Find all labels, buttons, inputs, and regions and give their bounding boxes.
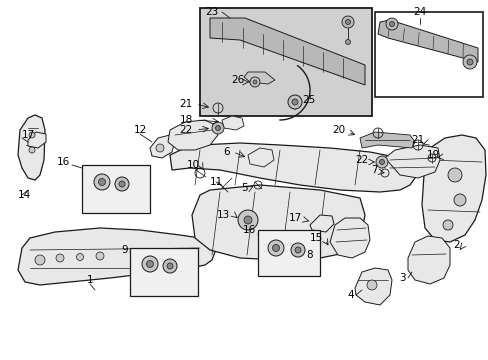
Circle shape bbox=[287, 95, 302, 109]
Circle shape bbox=[212, 122, 224, 134]
Circle shape bbox=[252, 80, 257, 84]
Circle shape bbox=[249, 77, 260, 87]
Polygon shape bbox=[168, 120, 218, 150]
Circle shape bbox=[341, 16, 353, 28]
Polygon shape bbox=[170, 143, 414, 192]
Circle shape bbox=[294, 247, 301, 253]
Circle shape bbox=[238, 210, 258, 230]
Circle shape bbox=[56, 254, 64, 262]
Text: 9: 9 bbox=[121, 245, 128, 255]
Text: 1: 1 bbox=[86, 275, 93, 285]
Circle shape bbox=[375, 156, 387, 168]
Polygon shape bbox=[18, 115, 45, 180]
Circle shape bbox=[156, 144, 163, 152]
Circle shape bbox=[453, 194, 465, 206]
Text: 21: 21 bbox=[411, 135, 424, 145]
Text: 24: 24 bbox=[412, 7, 426, 17]
Text: 10: 10 bbox=[186, 160, 200, 170]
Circle shape bbox=[267, 240, 284, 256]
Polygon shape bbox=[377, 20, 477, 62]
Circle shape bbox=[379, 159, 384, 165]
Circle shape bbox=[146, 261, 153, 267]
Circle shape bbox=[291, 99, 297, 105]
Polygon shape bbox=[150, 135, 175, 158]
Text: 6: 6 bbox=[223, 147, 229, 157]
Text: 17: 17 bbox=[22, 130, 35, 140]
Circle shape bbox=[76, 253, 83, 261]
Text: 17: 17 bbox=[288, 213, 302, 223]
Polygon shape bbox=[354, 268, 391, 305]
Circle shape bbox=[96, 252, 104, 260]
Circle shape bbox=[466, 59, 472, 65]
Circle shape bbox=[35, 255, 45, 265]
Text: 11: 11 bbox=[209, 177, 223, 187]
Text: 22: 22 bbox=[354, 155, 367, 165]
Bar bbox=[130, 248, 198, 296]
Circle shape bbox=[163, 259, 177, 273]
Text: 4: 4 bbox=[346, 290, 353, 300]
Polygon shape bbox=[421, 135, 485, 242]
Polygon shape bbox=[359, 132, 414, 148]
Circle shape bbox=[462, 55, 476, 69]
Polygon shape bbox=[18, 228, 215, 285]
Bar bbox=[200, 8, 371, 116]
Bar bbox=[374, 12, 482, 97]
Circle shape bbox=[145, 249, 155, 259]
Polygon shape bbox=[247, 148, 273, 167]
Circle shape bbox=[244, 216, 251, 224]
Text: 8: 8 bbox=[306, 250, 313, 260]
Text: 20: 20 bbox=[331, 125, 345, 135]
Circle shape bbox=[115, 177, 129, 191]
Polygon shape bbox=[222, 116, 244, 130]
Circle shape bbox=[345, 40, 350, 45]
Polygon shape bbox=[407, 236, 449, 284]
Text: 14: 14 bbox=[18, 190, 31, 200]
Circle shape bbox=[167, 263, 173, 269]
Text: 7: 7 bbox=[370, 165, 377, 175]
Text: 13: 13 bbox=[216, 210, 229, 220]
Text: 12: 12 bbox=[133, 125, 146, 135]
Polygon shape bbox=[384, 145, 439, 178]
Polygon shape bbox=[209, 18, 364, 85]
Text: 15: 15 bbox=[309, 233, 323, 243]
Circle shape bbox=[389, 22, 394, 27]
Polygon shape bbox=[28, 132, 46, 148]
Text: 19: 19 bbox=[426, 150, 439, 160]
Text: 22: 22 bbox=[180, 125, 193, 135]
Text: 2: 2 bbox=[452, 240, 459, 250]
Circle shape bbox=[366, 280, 376, 290]
Polygon shape bbox=[192, 185, 364, 260]
Text: 18: 18 bbox=[180, 115, 193, 125]
Circle shape bbox=[119, 181, 125, 187]
Circle shape bbox=[215, 126, 220, 131]
Circle shape bbox=[290, 243, 305, 257]
Circle shape bbox=[29, 132, 35, 138]
Circle shape bbox=[98, 179, 105, 185]
Circle shape bbox=[345, 19, 350, 24]
Text: 25: 25 bbox=[302, 95, 315, 105]
Polygon shape bbox=[309, 215, 333, 232]
Bar bbox=[258, 230, 319, 276]
Text: 21: 21 bbox=[180, 99, 193, 109]
Text: 16: 16 bbox=[57, 157, 70, 167]
Text: 3: 3 bbox=[399, 273, 405, 283]
Circle shape bbox=[94, 174, 110, 190]
Text: 26: 26 bbox=[230, 75, 244, 85]
Circle shape bbox=[142, 256, 158, 272]
Circle shape bbox=[442, 220, 452, 230]
Polygon shape bbox=[329, 218, 369, 258]
Text: 16: 16 bbox=[242, 225, 256, 235]
Bar bbox=[82, 165, 150, 213]
Text: 23: 23 bbox=[205, 7, 218, 17]
Circle shape bbox=[29, 147, 35, 153]
Circle shape bbox=[447, 168, 461, 182]
Circle shape bbox=[385, 18, 397, 30]
Polygon shape bbox=[244, 72, 274, 84]
Text: 5: 5 bbox=[241, 183, 247, 193]
Circle shape bbox=[272, 244, 279, 252]
